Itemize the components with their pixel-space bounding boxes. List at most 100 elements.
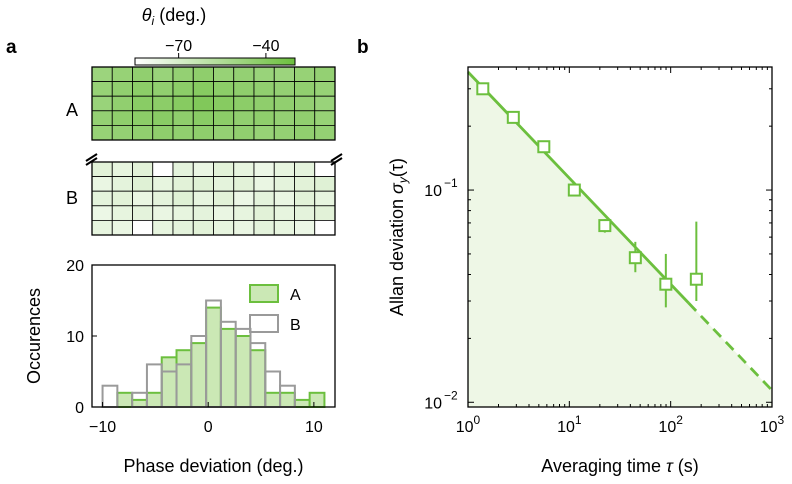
heatmap-b-cell <box>111 205 133 221</box>
heatmap-b-cell <box>111 176 133 192</box>
panel-label-a: a <box>6 37 17 58</box>
colorbar-title: θi (deg.) <box>142 5 206 28</box>
heatmap-a-cell <box>192 95 214 112</box>
heatmap-a-cell <box>253 110 275 126</box>
heatmap-a-cell <box>152 95 174 112</box>
data-point <box>537 140 551 154</box>
heatmap-a-cell <box>152 125 174 141</box>
heatmap-b-cell <box>273 176 295 192</box>
heatmap-a-cell <box>314 66 336 83</box>
heatmap-b-cell <box>91 176 113 192</box>
heatmap-a-cell <box>314 95 336 112</box>
heatmap-b-cell <box>152 161 174 178</box>
allan-ytick-label: 10 <box>424 395 442 412</box>
allan-ytick-exp: −1 <box>444 176 458 190</box>
data-point <box>506 110 520 124</box>
heatmap-a-cell <box>91 95 113 112</box>
hist-bar-a <box>205 306 222 409</box>
heatmap-b-cell <box>213 161 235 178</box>
hist-xlabel: Phase deviation (deg.) <box>123 456 303 476</box>
heatmap-b-cell <box>253 176 275 192</box>
heatmap-a-cell <box>132 110 154 126</box>
heatmap-a-cell <box>314 110 336 126</box>
heatmap-b-cell <box>152 190 174 207</box>
heatmap-b-cell <box>253 205 275 221</box>
colorbar-gradient <box>134 57 296 66</box>
heatmap-b-cell <box>111 161 133 178</box>
heatmap-a-cell <box>314 81 336 97</box>
heatmap-b-cell <box>294 190 316 207</box>
heatmap-b-cell <box>273 219 295 236</box>
heatmap-b-cell <box>273 190 295 207</box>
panel-label-b: b <box>357 37 369 58</box>
heatmap-b-cell <box>132 219 154 236</box>
heatmap-b-cell <box>233 176 255 192</box>
heatmap-a-cell <box>294 81 316 97</box>
heatmap-b-cell <box>233 205 255 221</box>
heatmap-b-cell <box>152 219 174 236</box>
heatmap-a-cell <box>152 110 174 126</box>
heatmap-b-cell <box>213 176 235 192</box>
heatmap-b-cell <box>253 190 275 207</box>
heatmap-b-cell <box>132 190 154 207</box>
heatmap-b-cell <box>233 161 255 178</box>
axis-break-marks <box>85 153 343 166</box>
heatmap-a-cell <box>253 66 275 83</box>
heatmap-b <box>91 161 336 236</box>
heatmap-a-cell <box>91 110 113 126</box>
heatmap-a-cell <box>91 66 113 83</box>
heatmap-b-cell <box>294 176 316 192</box>
data-point <box>689 272 703 286</box>
heatmap-b-cell <box>111 190 133 207</box>
heatmap-a-cell <box>273 110 295 126</box>
heatmap-a-cell <box>213 81 235 97</box>
heatmap-a-cell <box>172 125 194 141</box>
heatmap-a-cell <box>233 95 255 112</box>
heatmap-a-cell <box>172 66 194 83</box>
heatmap-a-cell <box>172 110 194 126</box>
hist-legend: AB <box>249 284 301 334</box>
hist-ytick-label: 20 <box>66 258 84 275</box>
legend-swatch-b <box>249 314 279 333</box>
hist-bar-a <box>308 391 326 408</box>
heatmap-b-cell <box>294 205 316 221</box>
heatmap-a-cell <box>233 110 255 126</box>
allan-xtick-label: 103 <box>760 413 785 436</box>
fit-line-extrapolated <box>687 301 774 392</box>
heatmap-a <box>91 66 336 141</box>
heatmap-a-cell <box>152 81 174 97</box>
heatmap-a-cell <box>273 81 295 97</box>
heatmap-a-cell <box>172 95 194 112</box>
allan-xtick-label: 100 <box>456 413 481 436</box>
colorbar-tick-label: −70 <box>165 38 192 55</box>
heatmap-a-cell <box>213 125 235 141</box>
hist-ytick-label: 0 <box>75 400 84 417</box>
heatmap-b-cell <box>132 161 154 178</box>
data-point <box>659 277 673 291</box>
heatmap-b-cell <box>192 176 214 192</box>
heatmap-a-cell <box>233 81 255 97</box>
heatmap-a-cell <box>233 125 255 141</box>
heatmap-a-frame <box>91 66 336 141</box>
allan-ytick-exp: −2 <box>444 388 458 402</box>
hist-bar-a <box>131 398 148 408</box>
heatmap-a-cell <box>111 125 133 141</box>
heatmap-b-cell <box>213 205 235 221</box>
heatmap-b-cell <box>111 219 133 236</box>
heatmap-a-cell <box>172 81 194 97</box>
legend-label-b: B <box>290 317 301 334</box>
heatmap-a-cell <box>273 95 295 112</box>
heatmap-a-cell <box>91 81 113 97</box>
hist-bar-b <box>101 384 119 409</box>
heatmap-b-cell <box>273 161 295 178</box>
heatmap-a-cell <box>192 125 214 141</box>
heatmap-b-cell <box>294 161 316 178</box>
heatmap-a-cell <box>152 66 174 83</box>
colorbar-tick-label: −40 <box>252 38 279 55</box>
heatmap-b-cell <box>213 190 235 207</box>
heatmap-a-cell <box>213 66 235 83</box>
heatmap-a-cell <box>253 81 275 97</box>
heatmap-a-cell <box>294 66 316 83</box>
heatmap-a-cell <box>294 125 316 141</box>
